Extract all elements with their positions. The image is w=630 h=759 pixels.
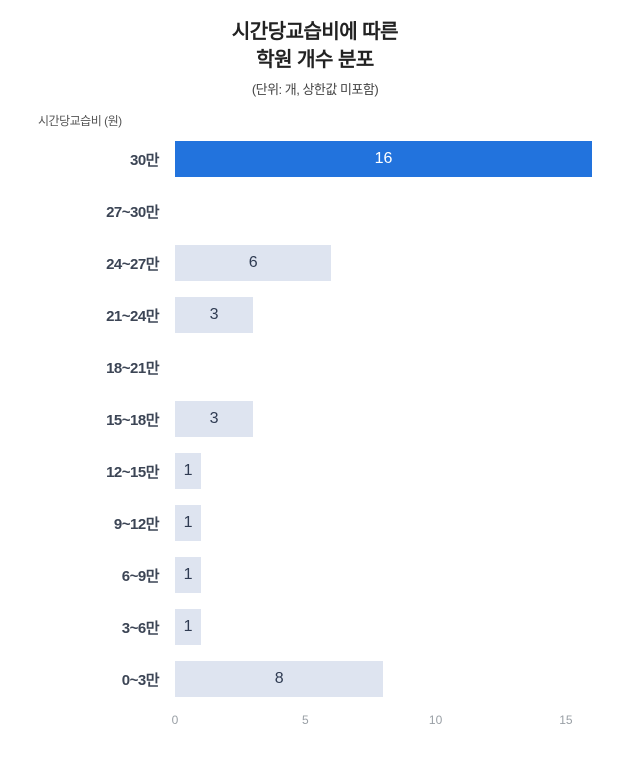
chart-row: 30만 16 <box>0 133 630 185</box>
x-tick-label: 5 <box>301 713 309 727</box>
category-label: 24~27만 <box>106 255 159 273</box>
bar-value-label: 1 <box>183 462 193 479</box>
y-axis-title: 시간당교습비 (원) <box>38 114 122 128</box>
bar-value-label: 1 <box>183 514 193 531</box>
chart-subtitle: (단위: 개, 상한값 미포함) <box>251 82 379 97</box>
bar-track: 8 <box>175 661 605 697</box>
chart-header: 시간당교습비에 따른 학원 개수 분포 (단위: 개, 상한값 미포함) <box>0 0 630 98</box>
chart-row: 18~21만 <box>0 341 630 393</box>
bar: 3 <box>175 297 254 333</box>
bar-track: 3 <box>175 297 605 333</box>
bar: 3 <box>175 401 254 437</box>
chart-title-line1: 시간당교습비에 따른 <box>231 21 399 43</box>
bar: 1 <box>175 505 202 541</box>
x-tick-label: 0 <box>171 713 179 727</box>
category-label: 3~6만 <box>121 619 160 637</box>
bar-value-label: 16 <box>374 150 393 167</box>
category-label: 15~18만 <box>106 411 159 429</box>
chart-title-line2: 학원 개수 분포 <box>256 49 374 71</box>
bar-track: 1 <box>175 453 605 489</box>
bar-track <box>175 349 605 385</box>
category-label: 21~24만 <box>106 307 159 325</box>
category-label: 30만 <box>130 151 160 169</box>
bar-value-label: 3 <box>209 306 219 323</box>
bar: 6 <box>175 245 332 281</box>
chart-row: 3~6만 1 <box>0 601 630 653</box>
bar-track: 3 <box>175 401 605 437</box>
category-label: 0~3만 <box>121 671 160 689</box>
bar-value-label: 6 <box>248 254 258 271</box>
bar-track: 1 <box>175 609 605 645</box>
bar-value-label: 8 <box>274 670 284 687</box>
bar-value-label: 1 <box>183 618 193 635</box>
bar: 1 <box>175 453 202 489</box>
bar: 1 <box>175 609 202 645</box>
bar-value-label: 1 <box>183 566 193 583</box>
chart-rows: 30만 16 27~30만 24~27만 6 21~24만 3 18~21만 15~18만 3 12… <box>0 133 630 705</box>
bar-value-label: 3 <box>209 410 219 427</box>
chart-row: 15~18만 3 <box>0 393 630 445</box>
bar: 8 <box>175 661 384 697</box>
bar-track: 16 <box>175 141 605 177</box>
category-label: 6~9만 <box>121 567 160 585</box>
bar: 1 <box>175 557 202 593</box>
bar-track: 1 <box>175 505 605 541</box>
chart-row: 6~9만 1 <box>0 549 630 601</box>
category-label: 18~21만 <box>106 359 159 377</box>
x-axis-ticks: 0 5 10 15 <box>171 711 605 733</box>
chart-row: 12~15만 1 <box>0 445 630 497</box>
bar-track: 6 <box>175 245 605 281</box>
x-tick-label: 15 <box>559 713 573 727</box>
category-label: 27~30만 <box>106 203 159 221</box>
category-label: 9~12만 <box>113 515 160 533</box>
bar-track: 1 <box>175 557 605 593</box>
chart-row: 21~24만 3 <box>0 289 630 341</box>
category-label: 12~15만 <box>106 463 159 481</box>
chart-row: 0~3만 8 <box>0 653 630 705</box>
chart-row: 24~27만 6 <box>0 237 630 289</box>
chart-row: 27~30만 <box>0 185 630 237</box>
bar-track <box>175 193 605 229</box>
bar: 16 <box>175 141 592 177</box>
chart-title: 시간당교습비에 따른 학원 개수 분포 <box>0 18 630 74</box>
x-tick-label: 10 <box>428 713 443 727</box>
chart-row: 9~12만 1 <box>0 497 630 549</box>
